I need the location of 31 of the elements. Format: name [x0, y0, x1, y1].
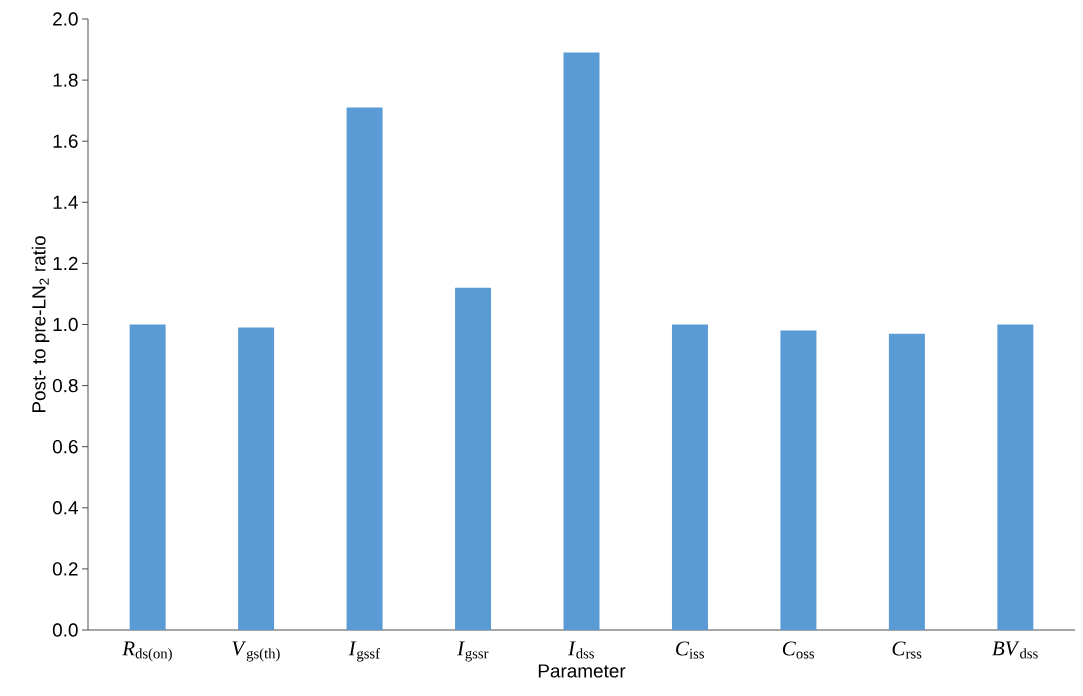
x-tick-label: V$_{gs(th)}$ [232, 641, 280, 662]
x-tick-label: I$_{dss}$ [567, 641, 594, 659]
y-tick-label: 0.0 [52, 623, 78, 637]
y-tick-label: 1.2 [53, 256, 78, 270]
y-tick-label: 1.0 [53, 317, 78, 332]
y-tick-label: 1.6 [53, 134, 78, 148]
x-tick-label: R$_{ds(on)}$ [122, 641, 172, 662]
bar [671, 324, 708, 630]
y-tick-label: 1.4 [53, 195, 78, 209]
x-axis-title: Parameter [538, 664, 626, 678]
y-tick-label: 2.0 [53, 12, 78, 26]
y-tick-label: 0.6 [52, 439, 78, 454]
y-tick-label: 1.8 [53, 73, 78, 87]
x-tick-label: C$_{oss}$ [782, 641, 815, 659]
y-tick-label: 0.4 [52, 501, 78, 515]
x-tick-label: C$_{iss}$ [676, 641, 704, 659]
bar [780, 330, 817, 630]
y-tick-label: 0.2 [52, 562, 78, 576]
bar [129, 324, 166, 630]
bar [238, 327, 275, 630]
bar [455, 287, 492, 630]
x-tick-label: I$_{gssf}$ [348, 641, 381, 662]
x-tick-label: C$_{rss}$ [892, 641, 922, 659]
x-tick-label: I$_{gssr}$ [457, 641, 489, 662]
x-tick-label: BV$_{dss}$ [992, 641, 1038, 659]
y-tick-label: 0.8 [52, 378, 78, 393]
bar [888, 333, 925, 630]
bar [563, 52, 600, 630]
y-axis-title: Post- to pre-LN$_{2}$ ratio [31, 236, 50, 413]
bar [997, 324, 1034, 630]
bar [346, 107, 383, 630]
